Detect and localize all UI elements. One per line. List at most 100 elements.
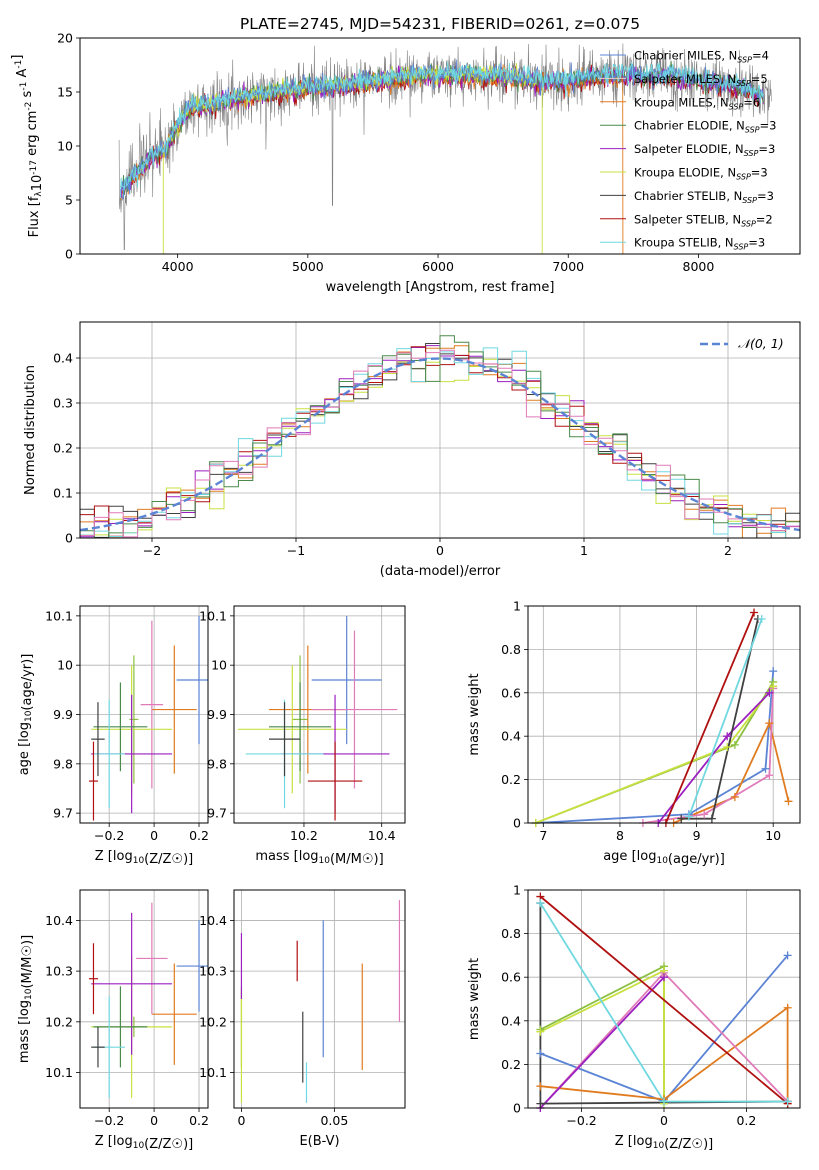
x-tick-label: 7 bbox=[539, 828, 547, 843]
x-tick-label: 0.05 bbox=[320, 1113, 348, 1128]
y-tick-label: 0.1 bbox=[53, 486, 73, 501]
weight-marker bbox=[660, 973, 668, 982]
y-tick-label: 9.9 bbox=[53, 707, 73, 722]
y-tick-label: 10.3 bbox=[45, 964, 73, 979]
weight-series-line bbox=[540, 969, 665, 1104]
x-axis-label: mass [log10(M/M☉)] bbox=[255, 849, 383, 867]
x-axis-label: E(B-V) bbox=[299, 1134, 339, 1149]
weight-marker bbox=[536, 1049, 545, 1058]
weight-marker bbox=[783, 951, 792, 960]
x-axis-label: Z [log10(Z/Z☉)] bbox=[95, 849, 193, 867]
x-tick-label: 8 bbox=[616, 828, 624, 843]
weight-series-line bbox=[539, 895, 789, 1105]
x-axis-label: wavelength [Angstrom, rest frame] bbox=[326, 280, 555, 295]
weight-marker bbox=[761, 764, 770, 773]
weight-series-line bbox=[535, 671, 775, 823]
legend-entry: Salpeter STELIB, NSSP=2 bbox=[634, 212, 773, 228]
y-tick-label: 10.1 bbox=[45, 1065, 73, 1080]
y-axis-label: Flux [fλ10-17 erg cm-2 s-1 A-1] bbox=[10, 55, 45, 238]
panel-spectrum: Chabrier MILES, NSSP=4 Salpeter MILES, NS… bbox=[10, 31, 801, 295]
x-tick-label: 8000 bbox=[683, 259, 715, 274]
plot-area-mass-vs-Z bbox=[88, 902, 208, 1098]
plot-area-age-vs-Z bbox=[88, 615, 208, 821]
y-tick-label: 15 bbox=[57, 85, 73, 100]
weight-marker bbox=[536, 899, 545, 908]
y-tick-label: 9.9 bbox=[207, 707, 227, 722]
y-tick-label: 0 bbox=[513, 1101, 521, 1116]
x-tick-label: 0 bbox=[150, 1113, 158, 1128]
y-tick-label: 0 bbox=[65, 247, 73, 262]
panel-age-vs-Z: −0.2 0 0.2 9.7 9.8 9.9 10 10.1 Z [log10(Z/Z☉)] ag… bbox=[17, 605, 209, 867]
y-tick-label: 10.2 bbox=[199, 1014, 227, 1029]
x-tick-label: 0 bbox=[237, 1113, 245, 1128]
x-tick-label: 10.4 bbox=[368, 828, 396, 843]
x-tick-label: 0.2 bbox=[189, 1113, 209, 1128]
weight-marker bbox=[700, 810, 709, 819]
plot-area-age-vs-mass bbox=[237, 615, 398, 821]
x-tick-label: 0 bbox=[436, 543, 444, 558]
y-axis-label: mass weight bbox=[467, 673, 482, 755]
y-tick-label: 20 bbox=[57, 31, 73, 46]
weight-marker bbox=[783, 1003, 792, 1012]
x-tick-label: 0.2 bbox=[189, 828, 209, 843]
panel-weight-vs-age: 7 8 9 10 0 0.2 0.4 0.6 0.8 1 age [log10(age/yr)] ma… bbox=[467, 599, 801, 867]
axes-frame bbox=[233, 889, 406, 1109]
y-axis-label: age [log10(age/yr)] bbox=[17, 654, 35, 776]
y-tick-label: 9.8 bbox=[53, 756, 73, 771]
y-tick-label: 10 bbox=[57, 658, 73, 673]
weight-marker bbox=[536, 1099, 545, 1108]
plot-area-residuals bbox=[80, 335, 800, 538]
x-axis-label: Z [log10(Z/Z☉)] bbox=[95, 1134, 193, 1152]
weight-marker bbox=[730, 740, 739, 749]
y-tick-label: 0.6 bbox=[501, 685, 521, 700]
panel-mass-vs-Z: −0.2 0 0.2 10.1 10.2 10.3 10.4 Z [log10(Z/Z☉)] m… bbox=[17, 889, 209, 1152]
weight-marker bbox=[783, 1097, 792, 1106]
y-tick-label: 0.8 bbox=[501, 642, 521, 657]
panel-age-vs-mass: 10.2 10.4 9.7 9.8 9.9 10 10.1 mass [log10(M/M☉)… bbox=[199, 605, 406, 867]
legend-entry: Kroupa ELODIE, NSSP=3 bbox=[634, 166, 768, 182]
x-tick-label: −1 bbox=[287, 543, 305, 558]
y-tick-label: 0.2 bbox=[501, 1057, 521, 1072]
y-tick-label: 9.7 bbox=[207, 806, 227, 821]
legend-entry: Salpeter MILES, NSSP=5 bbox=[634, 72, 768, 88]
x-tick-label: −0.2 bbox=[94, 828, 124, 843]
x-tick-label: −0.2 bbox=[94, 1113, 124, 1128]
legend-entry: Kroupa MILES, NSSP=6 bbox=[634, 95, 760, 111]
y-axis-label: Normed distribution bbox=[23, 365, 38, 495]
weight-series-line bbox=[540, 1005, 789, 1104]
y-tick-label: 10.4 bbox=[45, 913, 73, 928]
y-tick-label: 0.3 bbox=[53, 396, 73, 411]
weight-marker bbox=[769, 667, 778, 676]
normal-curve bbox=[80, 357, 800, 532]
x-tick-label: 1 bbox=[580, 543, 588, 558]
x-tick-label: −2 bbox=[143, 543, 161, 558]
weight-marker bbox=[707, 814, 716, 823]
legend-entry: Chabrier STELIB, NSSP=3 bbox=[634, 189, 774, 205]
x-tick-label: 5000 bbox=[292, 259, 324, 274]
x-tick-label: 0 bbox=[660, 1113, 668, 1128]
weight-marker bbox=[677, 814, 686, 823]
weight-series-line bbox=[688, 618, 763, 817]
y-tick-label: 1 bbox=[513, 883, 521, 898]
weight-marker bbox=[536, 1027, 545, 1036]
y-tick-label: 0 bbox=[65, 531, 73, 546]
y-tick-label: 10 bbox=[57, 139, 73, 154]
y-tick-label: 0.6 bbox=[501, 970, 521, 985]
x-tick-label: 10.2 bbox=[290, 828, 318, 843]
panel-mass-vs-EBV: 0 0.05 10.1 10.2 10.3 10.4 E(B-V) bbox=[199, 889, 406, 1149]
weight-series-line bbox=[665, 612, 755, 823]
plot-area-spectrum bbox=[118, 43, 772, 254]
y-tick-label: 10 bbox=[211, 658, 227, 673]
x-tick-label: 0.2 bbox=[736, 1113, 756, 1128]
x-axis-label: (data-model)/error bbox=[380, 564, 501, 579]
weight-marker bbox=[536, 1082, 545, 1091]
plot-area-weight-vs-age bbox=[535, 612, 790, 823]
y-tick-label: 0.4 bbox=[501, 729, 521, 744]
x-axis-label: age [log10(age/yr)] bbox=[603, 849, 725, 867]
y-tick-label: 0.4 bbox=[53, 351, 73, 366]
weight-series-line bbox=[673, 720, 790, 823]
weight-marker bbox=[769, 682, 778, 691]
weight-series-line bbox=[539, 976, 665, 1108]
y-tick-label: 0.4 bbox=[501, 1013, 521, 1028]
